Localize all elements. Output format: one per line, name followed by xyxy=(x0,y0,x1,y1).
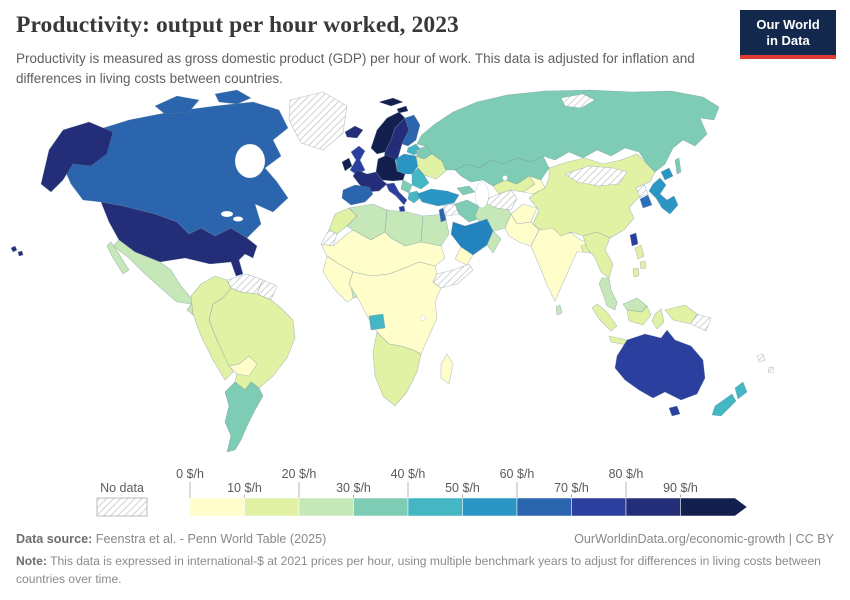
country-sri-lanka[interactable] xyxy=(555,304,563,316)
country-north-korea-no-data[interactable] xyxy=(635,183,649,198)
lake-victoria xyxy=(420,315,426,321)
footnote: Note: This data is expressed in internat… xyxy=(16,553,834,588)
country-malay-peninsula[interactable] xyxy=(598,277,618,311)
legend-tick-label: 0 $/h xyxy=(176,467,204,481)
footnote-text: This data is expressed in international-… xyxy=(16,554,821,586)
country-argentina-chile[interactable] xyxy=(224,381,264,453)
country-sumatra[interactable] xyxy=(591,303,618,332)
country-australia[interactable] xyxy=(614,329,706,417)
country-turkmenistan-no-data[interactable] xyxy=(486,189,518,211)
footnote-label: Note: xyxy=(16,554,47,568)
legend-swatch-30-40[interactable] xyxy=(353,497,409,517)
caspian-sea xyxy=(475,181,489,209)
legend-tick-label: 80 $/h xyxy=(609,467,644,481)
hudson-bay xyxy=(234,143,266,179)
country-united-states-alaska[interactable] xyxy=(40,121,114,193)
chart-subtitle: Productivity is measured as gross domest… xyxy=(16,51,695,87)
world-map xyxy=(5,88,845,458)
country-taiwan[interactable] xyxy=(629,232,639,247)
country-mexico-baja[interactable] xyxy=(106,241,130,275)
country-papua-new-guinea-no-data[interactable] xyxy=(690,313,712,332)
map-legend: No data 0 $/h 10 $/h 20 $/h 30 $/h 40 $/… xyxy=(0,456,850,520)
country-turkey[interactable] xyxy=(416,188,460,207)
country-pacific-islands-no-data[interactable] xyxy=(756,353,775,374)
country-borneo-indonesia[interactable] xyxy=(626,305,652,326)
country-united-states-hawaii[interactable] xyxy=(10,245,24,257)
country-indochina[interactable] xyxy=(582,231,614,279)
legend-no-data-label: No data xyxy=(100,481,144,495)
country-oman-uae[interactable] xyxy=(486,230,502,254)
country-philippines[interactable] xyxy=(632,244,647,278)
legend-tick-label: 40 $/h xyxy=(391,467,426,481)
legend-swatch-90-plus[interactable] xyxy=(680,497,748,517)
country-sulawesi[interactable] xyxy=(651,308,665,330)
country-caucasus[interactable] xyxy=(456,185,476,196)
legend-swatch-40-50[interactable] xyxy=(407,497,463,517)
legend-tick-label: 50 $/h xyxy=(445,481,480,495)
owid-logo-accent-bar xyxy=(740,54,836,59)
aral-sea xyxy=(502,175,508,181)
legend-swatch-10-20[interactable] xyxy=(244,497,300,517)
data-source-text: Feenstra et al. - Penn World Table (2025… xyxy=(95,532,327,546)
country-italy[interactable] xyxy=(385,182,408,213)
country-spain-portugal[interactable] xyxy=(341,184,374,206)
country-greenland-no-data[interactable] xyxy=(288,91,348,151)
country-japan[interactable] xyxy=(648,167,679,215)
country-russia-sakhalin[interactable] xyxy=(674,157,682,175)
owid-logo-line1: Our World xyxy=(756,17,820,32)
legend-tick-label: 10 $/h xyxy=(227,481,262,495)
country-horn-of-africa-no-data[interactable] xyxy=(432,263,474,289)
country-saudi-arabia[interactable] xyxy=(450,218,494,256)
country-south-korea[interactable] xyxy=(639,194,653,209)
legend-swatch-0-10[interactable] xyxy=(189,497,245,517)
country-kazakhstan[interactable] xyxy=(454,155,550,187)
country-finland[interactable] xyxy=(401,114,421,147)
country-india[interactable] xyxy=(530,225,592,302)
legend-tick-label: 60 $/h xyxy=(500,467,535,481)
country-united-kingdom[interactable] xyxy=(349,145,366,176)
legend-no-data-swatch[interactable] xyxy=(96,497,148,517)
country-west-new-guinea[interactable] xyxy=(664,304,698,325)
country-new-zealand[interactable] xyxy=(711,381,748,417)
data-source[interactable]: Data source: Feenstra et al. - Penn Worl… xyxy=(16,532,326,546)
country-western-balkans[interactable] xyxy=(400,179,413,194)
legend-swatch-20-30[interactable] xyxy=(298,497,354,517)
country-gabon[interactable] xyxy=(368,313,386,331)
country-canada-arctic-island[interactable] xyxy=(154,95,200,115)
legend-tick-label: 30 $/h xyxy=(336,481,371,495)
chart-header: Productivity: output per hour worked, 20… xyxy=(16,12,726,90)
great-lakes xyxy=(220,210,234,218)
legend-swatch-50-60[interactable] xyxy=(462,497,518,517)
legend-tick-label: 70 $/h xyxy=(554,481,589,495)
legend-swatch-60-70[interactable] xyxy=(516,497,572,517)
data-source-label: Data source: xyxy=(16,532,93,546)
owid-link[interactable]: OurWorldinData.org/economic-growth | CC … xyxy=(574,532,834,546)
legend-tick-label: 90 $/h xyxy=(663,481,698,495)
country-arctic-islands-no-data[interactable] xyxy=(560,93,596,109)
country-iceland[interactable] xyxy=(344,125,364,139)
country-ukraine[interactable] xyxy=(415,153,447,180)
legend-tick-label: 20 $/h xyxy=(282,467,317,481)
chart-footer: Data source: Feenstra et al. - Penn Worl… xyxy=(16,532,834,588)
owid-logo[interactable]: Our World in Data xyxy=(740,10,836,59)
legend-swatch-80-90[interactable] xyxy=(625,497,681,517)
country-ireland[interactable] xyxy=(341,157,353,172)
country-bolivia[interactable] xyxy=(228,355,258,377)
owid-logo-line2: in Data xyxy=(766,33,810,49)
country-southern-africa[interactable] xyxy=(372,331,422,407)
country-israel-jordan[interactable] xyxy=(438,207,447,223)
country-canada-arctic-island[interactable] xyxy=(214,89,252,105)
legend-swatch-70-80[interactable] xyxy=(571,497,627,517)
country-norway-svalbard[interactable] xyxy=(378,97,409,114)
country-kyrgyzstan-tajikistan[interactable] xyxy=(522,175,546,195)
country-mongolia-no-data[interactable] xyxy=(564,165,628,187)
country-madagascar[interactable] xyxy=(440,353,454,385)
country-central-africa[interactable] xyxy=(348,261,442,355)
country-russia[interactable] xyxy=(416,89,720,173)
page-title: Productivity: output per hour worked, 20… xyxy=(16,12,459,38)
country-yemen[interactable] xyxy=(454,246,474,266)
great-lakes xyxy=(232,216,244,222)
